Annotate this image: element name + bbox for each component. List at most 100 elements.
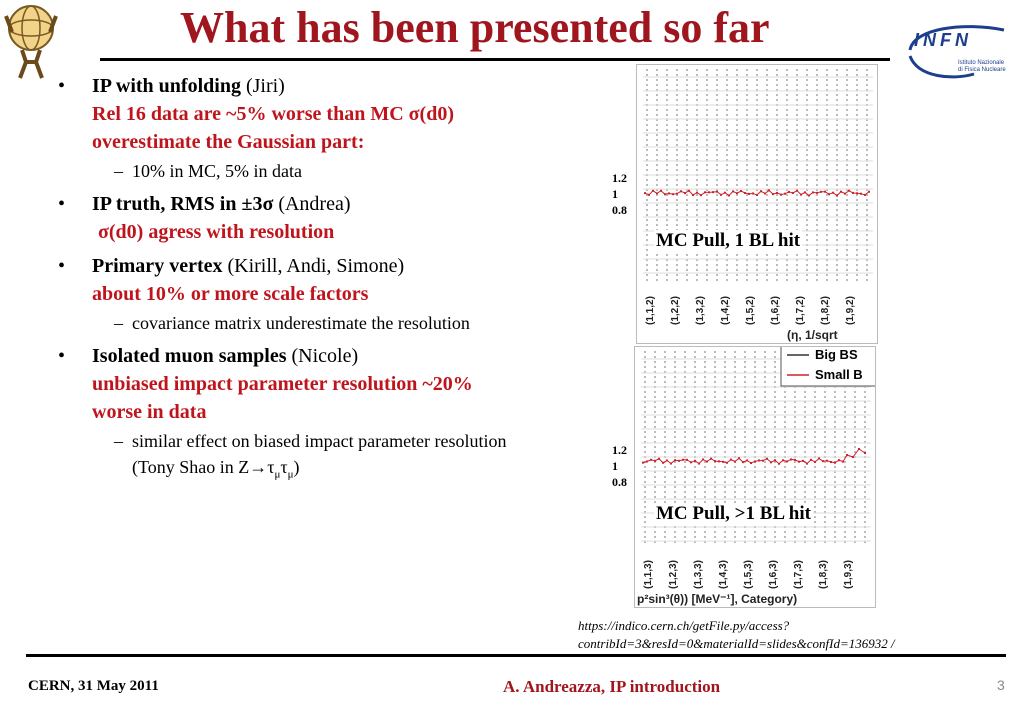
plot1-yticks: 1.2 1 0.8 — [612, 171, 627, 217]
data-point — [706, 460, 708, 463]
data-point — [842, 460, 844, 463]
plot2-yticks: 1.2 1 0.8 — [612, 443, 627, 489]
infn-logo-subtitle: Istituto Nazionale — [958, 60, 1005, 66]
data-point — [754, 460, 756, 463]
data-point — [734, 460, 736, 463]
data-point — [760, 190, 762, 193]
data-point — [726, 461, 728, 464]
sub-bullet-text: similar effect on biased impact paramete… — [132, 431, 507, 451]
data-point — [860, 192, 862, 195]
data-point — [774, 459, 776, 462]
data-point — [828, 193, 830, 196]
x-tick-label: (1,9,3) — [843, 560, 854, 589]
data-point — [766, 457, 768, 460]
data-point — [818, 457, 820, 460]
data-point — [704, 191, 706, 194]
data-point — [662, 461, 664, 464]
data-point — [864, 193, 866, 196]
bullet-highlight: Rel 16 data are ~5% worse than MC σ(d0) … — [92, 103, 454, 153]
data-point — [678, 459, 680, 462]
data-point — [686, 458, 688, 461]
data-point — [770, 461, 772, 464]
legend-entry: Small B — [815, 367, 863, 382]
data-point — [824, 190, 826, 193]
bullet-item: • IP with unfolding (Jiri) Rel 16 data a… — [56, 72, 516, 156]
plot2-label: MC Pull, >1 BL hit — [654, 503, 813, 525]
data-point — [712, 191, 714, 194]
bullet-list: • IP with unfolding (Jiri) Rel 16 data a… — [56, 72, 516, 488]
pull-plot-2: (1,1,3) (1,2,3) (1,3,3) (1,4,3) (1,5,3) (1,6,… — [634, 345, 878, 608]
sub-bullet-text: covariance matrix underestimate the reso… — [132, 313, 470, 333]
x-tick-label: (1,4,3) — [718, 560, 729, 589]
x-tick-label: (1,5,2) — [745, 296, 756, 325]
x-tick-label: (1,6,2) — [770, 296, 781, 325]
data-point — [730, 458, 732, 461]
x-tick-label: (1,1,2) — [645, 296, 656, 325]
data-point — [868, 190, 870, 193]
data-point — [856, 192, 858, 195]
data-point — [642, 461, 644, 464]
bullet-highlight: σ(d0) agress with resolution — [98, 221, 335, 243]
data-point — [796, 189, 798, 192]
legend: Big BS Small B — [780, 345, 878, 387]
x-tick-label: (1,7,3) — [793, 560, 804, 589]
x-tick-label: (1,5,3) — [743, 560, 754, 589]
data-point — [834, 461, 836, 464]
atlas-logo — [2, 2, 60, 80]
data-point — [738, 457, 740, 460]
data-point — [694, 459, 696, 462]
bullet-author: (Nicole) — [286, 345, 359, 367]
data-point — [732, 190, 734, 193]
data-point — [836, 194, 838, 197]
data-point — [864, 452, 866, 454]
source-url[interactable]: https://indico.cern.ch/getFile.py/access… — [578, 618, 895, 651]
data-point — [684, 192, 686, 195]
data-point — [672, 193, 674, 196]
data-point — [822, 460, 824, 463]
data-point — [806, 462, 808, 465]
data-point — [844, 192, 846, 195]
data-point — [852, 456, 854, 458]
x-axis-label: p²sin³(θ)) [MeV⁻¹], Category) — [637, 592, 797, 606]
bullet-author: (Andrea) — [273, 193, 351, 215]
page-number: 3 — [997, 677, 1005, 693]
x-tick-label: (1,7,2) — [795, 296, 806, 325]
x-tick-label: (1,3,3) — [693, 560, 704, 589]
data-point — [768, 189, 770, 192]
x-tick-label: (1,8,3) — [818, 560, 829, 589]
data-point — [794, 458, 796, 461]
data-point — [708, 191, 710, 194]
data-point — [758, 459, 760, 462]
x-tick-label: (1,9,2) — [845, 296, 856, 325]
data-point — [666, 459, 668, 462]
data-point — [668, 192, 670, 195]
data-point — [762, 459, 764, 462]
bullet-head: Primary vertex — [92, 255, 223, 277]
data-point — [736, 192, 738, 195]
data-point — [798, 460, 800, 463]
data-point — [658, 457, 660, 460]
data-point — [800, 193, 802, 196]
bullet-head: IP truth, RMS in ±3σ — [92, 193, 274, 215]
data-point — [784, 192, 786, 195]
data-point — [714, 460, 716, 463]
bullet-item: • IP truth, RMS in ±3σ (Andrea) σ(d0) ag… — [56, 190, 516, 246]
x-tick-label: (1,2,2) — [670, 296, 681, 325]
data-point — [748, 192, 750, 195]
bullet-highlight: about 10% or more scale factors — [92, 283, 369, 305]
bullet-highlight: unbiased impact parameter resolution ~20… — [92, 373, 473, 423]
data-point — [664, 193, 666, 196]
data-point — [744, 191, 746, 194]
data-point — [780, 193, 782, 196]
data-point — [740, 190, 742, 193]
bullet-dot: • — [58, 193, 66, 215]
x-tick-label: (1,8,2) — [820, 296, 831, 325]
footer-date: CERN, 31 May 2011 — [28, 678, 159, 694]
data-point — [656, 192, 658, 195]
bullet-head: IP with unfolding — [92, 75, 241, 97]
data-point — [786, 460, 788, 463]
x-tick-label: (1,1,3) — [643, 560, 654, 589]
x-tick-label: (1,3,2) — [695, 296, 706, 325]
bullet-head: Isolated muon samples — [92, 345, 287, 367]
data-point — [690, 461, 692, 464]
